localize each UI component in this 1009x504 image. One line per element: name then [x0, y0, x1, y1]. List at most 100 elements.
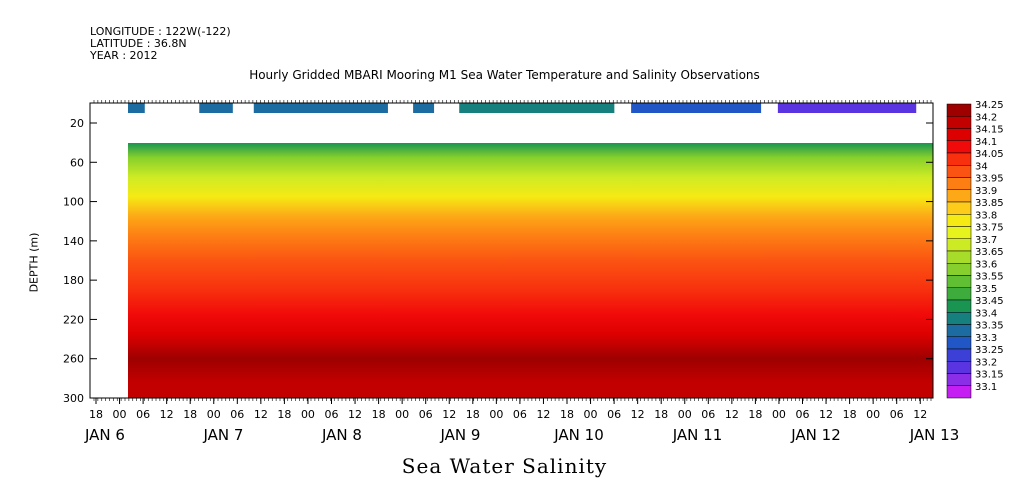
x-tick-label: 00 [584, 408, 598, 421]
colorbar-swatch [946, 324, 972, 337]
colorbar-swatch [946, 287, 972, 301]
colorbar-label: 33.4 [975, 308, 997, 319]
top-sensor-segment [413, 103, 435, 113]
x-tick-label: 00 [489, 408, 503, 421]
colorbar-swatch [946, 165, 972, 178]
x-day-label: JAN 6 [84, 426, 125, 444]
x-tick-label: 18 [277, 408, 291, 421]
colorbar-label: 33.5 [975, 284, 997, 295]
colorbar-label: 33.6 [975, 259, 997, 270]
longitude-label: LONGITUDE : 122W(-122) [90, 25, 231, 38]
colorbar-swatch [946, 103, 972, 117]
colorbar-label: 33.15 [975, 370, 1004, 381]
x-tick-label: 06 [796, 408, 810, 421]
x-tick-label: 06 [419, 408, 433, 421]
x-tick-label: 12 [442, 408, 456, 421]
x-day-label: JAN 11 [672, 426, 723, 444]
x-tick-label: 12 [160, 408, 174, 421]
y-tick-label: 260 [63, 353, 84, 366]
x-tick-label: 00 [301, 408, 315, 421]
x-tick-label: 18 [560, 408, 574, 421]
x-tick-label: 06 [701, 408, 715, 421]
colorbar-label: 33.45 [975, 296, 1004, 307]
colorbar-label: 33.7 [975, 235, 997, 246]
colorbar-swatch [946, 361, 972, 374]
x-tick-label: 12 [348, 408, 362, 421]
colorbar-swatch [946, 336, 972, 350]
y-tick-label: 220 [63, 313, 84, 326]
colorbar-label: 33.35 [975, 321, 1004, 332]
salinity-field [128, 143, 933, 398]
x-tick-label: 12 [536, 408, 550, 421]
top-sensor-segments [128, 103, 917, 113]
x-day-label: JAN 13 [909, 426, 960, 444]
x-tick-label: 00 [113, 408, 127, 421]
latitude-label: LATITUDE : 36.8N [90, 37, 187, 50]
colorbar: 34.2534.234.1534.134.053433.9533.933.853… [946, 100, 1004, 399]
colorbar-label: 33.1 [975, 382, 997, 393]
year-label: YEAR : 2012 [90, 49, 158, 62]
x-tick-label: 18 [654, 408, 668, 421]
colorbar-swatch [946, 226, 972, 239]
colorbar-swatch [946, 385, 972, 399]
y-axis: 20 60 100 140 180 220 260 300 [63, 117, 933, 405]
x-tick-label: 18 [843, 408, 857, 421]
x-tick-label: 18 [372, 408, 386, 421]
y-tick-label: 20 [70, 117, 84, 130]
colorbar-swatch [946, 275, 972, 288]
colorbar-label: 33.25 [975, 345, 1004, 356]
salinity-gradient-field [128, 143, 933, 398]
x-day-label: JAN 12 [790, 426, 841, 444]
x-tick-label: 06 [325, 408, 339, 421]
colorbar-label: 33.95 [975, 174, 1004, 185]
x-tick-label: 06 [230, 408, 244, 421]
x-tick-label: 12 [819, 408, 833, 421]
colorbar-swatch [946, 214, 972, 227]
x-tick-label: 00 [395, 408, 409, 421]
colorbar-swatch [946, 250, 972, 264]
colorbar-label: 33.85 [975, 198, 1004, 209]
y-tick-label: 100 [63, 196, 84, 209]
top-sensor-segment [631, 103, 762, 113]
colorbar-swatch [946, 299, 972, 313]
x-tick-label: 18 [183, 408, 197, 421]
colorbar-label: 34 [975, 161, 988, 172]
colorbar-swatch [946, 373, 972, 386]
plot-border [89, 102, 934, 399]
colorbar-label: 33.65 [975, 247, 1004, 258]
x-tick-label: 06 [607, 408, 621, 421]
colorbar-swatch [946, 238, 972, 252]
x-day-label: JAN 9 [440, 426, 481, 444]
colorbar-swatch [946, 189, 972, 203]
top-sensor-segment [128, 103, 145, 113]
colorbar-swatch [946, 177, 972, 190]
colorbar-label: 34.2 [975, 112, 997, 123]
top-sensor-segment [459, 103, 615, 113]
top-sensor-segment [199, 103, 233, 113]
colorbar-label: 33.8 [975, 210, 997, 221]
colorbar-swatch [946, 348, 972, 362]
x-tick-label: 18 [748, 408, 762, 421]
x-tick-label: 12 [725, 408, 739, 421]
x-tick-label: 00 [772, 408, 786, 421]
y-tick-label: 140 [63, 235, 84, 248]
x-day-label: JAN 10 [553, 426, 604, 444]
colorbar-label: 34.25 [975, 100, 1004, 111]
x-day-label: JAN 7 [203, 426, 244, 444]
x-tick-label: 18 [466, 408, 480, 421]
y-tick-label: 60 [70, 156, 84, 169]
colorbar-label: 33.55 [975, 272, 1004, 283]
colorbar-swatch [946, 312, 972, 325]
top-sensor-segment [777, 103, 917, 113]
colorbar-swatch [946, 116, 972, 129]
colorbar-swatch [946, 140, 972, 154]
colorbar-label: 34.05 [975, 149, 1004, 160]
colorbar-label: 33.3 [975, 333, 997, 344]
colorbar-label: 34.15 [975, 125, 1004, 136]
x-tick-label: 06 [136, 408, 150, 421]
top-sensor-segment [253, 103, 388, 113]
colorbar-swatch [946, 152, 972, 166]
colorbar-label: 33.2 [975, 357, 997, 368]
y-axis-label: DEPTH (m) [27, 232, 41, 293]
